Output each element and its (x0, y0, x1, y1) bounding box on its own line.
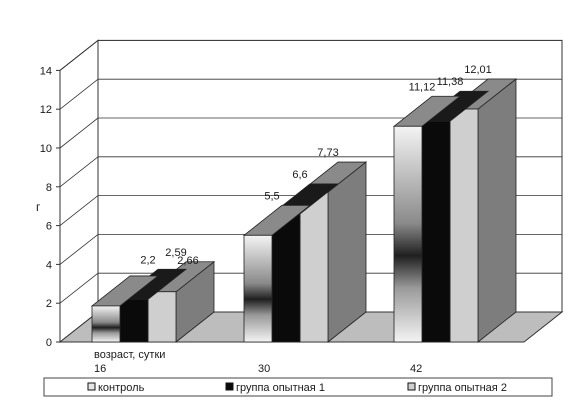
y-tick-label: 4 (46, 259, 52, 271)
legend-swatch (87, 382, 96, 391)
bar-контроль-42 (393, 125, 423, 343)
x-category-label: 42 (410, 363, 422, 375)
legend-swatch (225, 382, 234, 391)
data-label: 11,12 (409, 81, 436, 93)
data-label-extra: 2,66 (177, 255, 198, 267)
gridline-side-10 (59, 117, 99, 149)
data-label: 11,38 (437, 76, 464, 88)
x-axis-categories: 16 30 42 (94, 363, 422, 375)
bar-side-30 (327, 161, 367, 343)
side-wall (59, 39, 99, 344)
bar-side-42 (477, 78, 517, 343)
data-label: 2,59 (165, 247, 186, 259)
bar-группа опытная 1-30 (271, 213, 301, 343)
y-tick-label: 8 (46, 182, 52, 194)
bar-группа опытная 1-16 (119, 298, 149, 343)
x-axis-label: возраст, сутки (94, 349, 165, 361)
y-tick-label: 2 (46, 298, 52, 310)
gridline-side-6 (59, 195, 99, 226)
bar-группа опытная 1-42 (421, 120, 451, 343)
gridline-side-4 (59, 234, 99, 265)
data-label: 6,6 (292, 169, 307, 181)
legend-label: группа опытная 1 (236, 382, 325, 394)
data-label: 12,01 (464, 64, 492, 76)
legend-swatch (407, 382, 416, 391)
legend: контроль группа опытная 1 группа опытная 2 (43, 377, 553, 397)
y-tick-label: 12 (40, 104, 52, 116)
bars (90, 78, 518, 343)
legend-label: группа опытная 2 (418, 382, 507, 394)
gridline-side-14 (59, 40, 99, 71)
bar-контроль-30 (243, 234, 273, 343)
legend-label: контроль (98, 382, 145, 394)
y-axis-label: г (36, 200, 41, 214)
x-category-label: 30 (258, 363, 270, 375)
bar-контроль-16 (91, 305, 121, 343)
legend-box (43, 377, 553, 397)
x-category-label: 16 (94, 363, 106, 375)
bar-группа опытная 2-42 (449, 108, 479, 343)
y-tick-label: 6 (46, 221, 52, 233)
gridline-side-2 (59, 272, 99, 304)
data-label: 5,5 (264, 190, 279, 202)
data-label: 2,2 (140, 254, 155, 266)
y-tick-label: 10 (40, 143, 52, 155)
data-label: 7,73 (317, 147, 338, 159)
bar-группа опытная 2-30 (299, 191, 329, 343)
bar-группа опытная 2-16 (147, 291, 177, 343)
y-axis-ticks: 0 2 4 6 8 10 12 14 (40, 65, 61, 349)
gridline-side-12 (59, 78, 99, 110)
y-tick-label: 14 (40, 65, 52, 77)
gridline-side-8 (59, 156, 99, 188)
y-tick-label: 0 (46, 337, 52, 349)
